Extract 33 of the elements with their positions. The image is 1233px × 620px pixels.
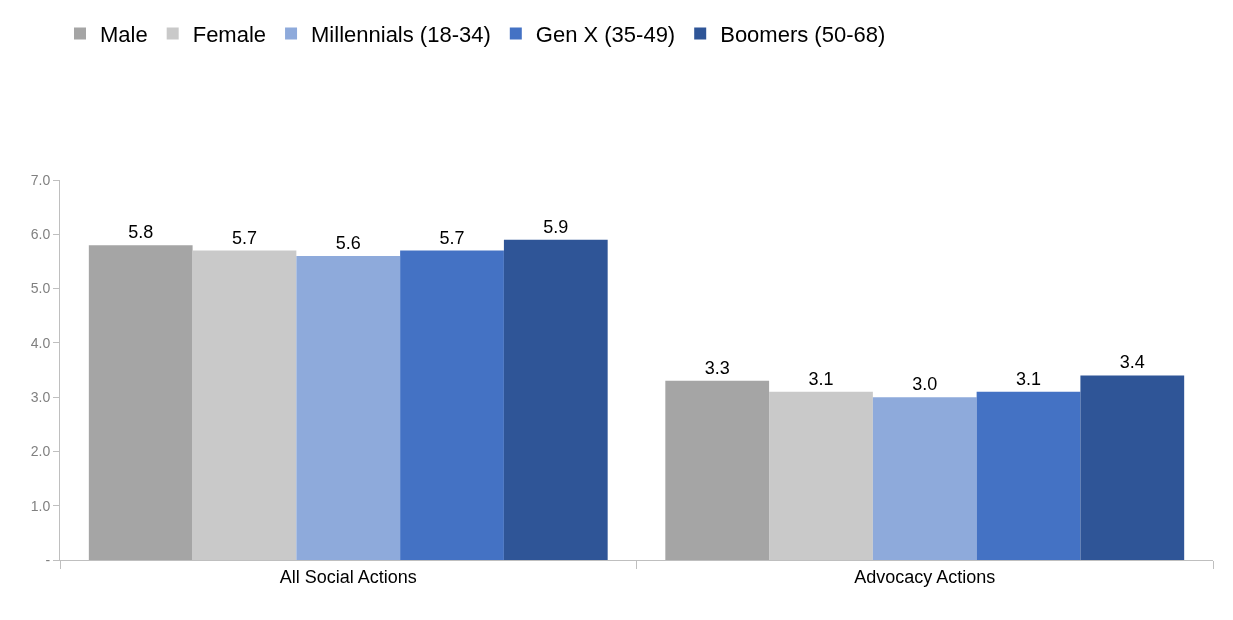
bar	[976, 391, 1081, 560]
bar	[872, 397, 977, 560]
data-label: 3.1	[1016, 368, 1042, 389]
legend-label: Gen X (35-49)	[535, 21, 676, 47]
data-label: 5.8	[128, 222, 154, 243]
bar	[88, 245, 193, 560]
data-label: 5.7	[231, 227, 257, 248]
x-tick-label: Advocacy Actions	[854, 566, 996, 587]
bar	[503, 239, 608, 560]
y-tick-label: 3.0	[30, 389, 51, 406]
legend-label: Boomers (50-68)	[720, 21, 886, 47]
bar	[665, 380, 770, 560]
y-tick-label: 7.0	[30, 171, 51, 188]
bar	[400, 250, 504, 560]
data-label: 3.3	[704, 357, 730, 378]
bar	[1080, 375, 1185, 560]
x-tick-label: All Social Actions	[279, 566, 417, 587]
data-label: 5.6	[335, 233, 361, 253]
data-label: 5.7	[439, 227, 465, 248]
data-label: 3.1	[808, 368, 834, 389]
y-tick-label: -	[45, 551, 51, 568]
y-tick-label: 6.0	[30, 226, 51, 243]
y-tick-label: 1.0	[30, 497, 51, 514]
y-tick-label: 4.0	[30, 334, 51, 351]
legend-label: Male	[100, 21, 148, 47]
legend-label: Female	[192, 21, 267, 47]
bar	[296, 256, 401, 560]
data-label: 3.4	[1119, 352, 1145, 373]
data-label: 3.0	[912, 374, 938, 395]
legend-label: Millennials (18-34)	[311, 21, 491, 47]
y-tick-label: 2.0	[30, 443, 51, 460]
data-label: 5.9	[543, 216, 569, 237]
y-tick-label: 5.0	[30, 280, 51, 297]
